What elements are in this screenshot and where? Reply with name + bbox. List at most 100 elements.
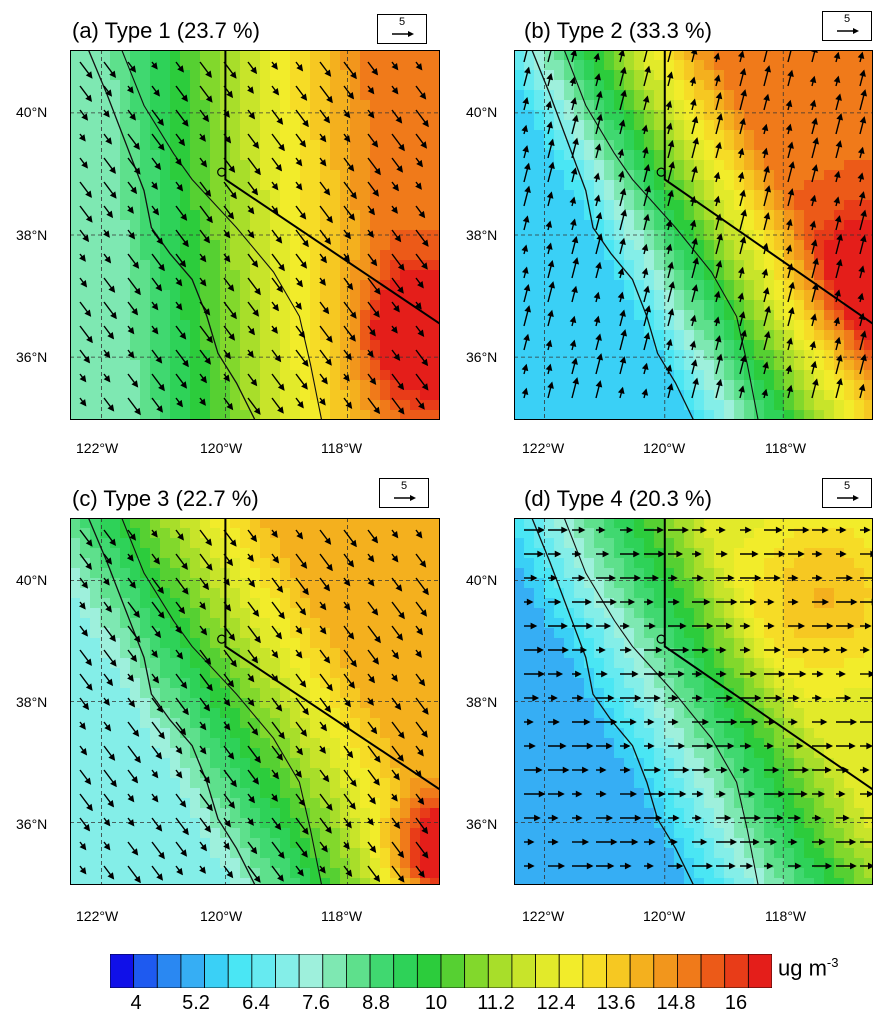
lat-label-40n-top-right: 40°N <box>466 104 498 120</box>
colorbar-swatch <box>487 954 513 988</box>
reference-vector-label: 5 <box>398 16 406 28</box>
wind-vectors <box>78 529 429 884</box>
colorbar-swatch <box>251 954 276 988</box>
colorbar-tick-label: 8.8 <box>362 992 390 1014</box>
lake-tahoe <box>656 634 666 644</box>
state-border <box>224 518 440 791</box>
coastline <box>531 50 695 420</box>
state-border <box>224 50 440 325</box>
colorbar-swatch <box>227 954 253 988</box>
state-outline <box>563 518 759 885</box>
colorbar-swatch <box>369 954 395 988</box>
colorbar-swatch <box>747 954 772 988</box>
colorbar-swatch <box>511 954 536 988</box>
lon-label-120w-bottom-right: 120°W <box>643 908 686 924</box>
lon-label-120w-top-right: 120°W <box>643 440 686 456</box>
colorbar-swatch <box>558 954 584 988</box>
colorbar-unit-label: ug m-3 <box>778 955 839 981</box>
wind-vectors <box>524 526 873 870</box>
lake-tahoe <box>217 634 227 644</box>
lat-label-36n-bottom-right: 36°N <box>466 816 498 832</box>
colorbar-swatch <box>416 954 442 988</box>
reference-vector-label: 5 <box>843 480 851 492</box>
colorbar-swatch <box>275 954 300 988</box>
reference-vector-box-b: 5 <box>822 11 872 41</box>
colorbar-tick-label: 16 <box>724 992 748 1014</box>
lon-label-118w-bottom-right: 118°W <box>765 908 807 924</box>
colorbar-swatch <box>629 954 655 988</box>
lon-label-122w-bottom-left: 122°W <box>76 908 119 924</box>
lat-label-38n-bottom-right: 38°N <box>466 694 498 710</box>
wind-vectors <box>521 50 868 399</box>
colorbar-swatch <box>204 954 229 988</box>
colorbar-swatch <box>322 954 347 988</box>
colorbar-swatch <box>464 954 489 988</box>
lon-label-122w-top-left: 122°W <box>76 440 119 456</box>
map-frame <box>70 50 440 420</box>
colorbar-tick-label: 14.8 <box>656 992 696 1014</box>
colorbar-swatch <box>724 954 749 988</box>
state-outline <box>121 518 323 885</box>
colorbar-tick-label: 4 <box>130 992 142 1014</box>
colorbar-tick-label: 12.4 <box>536 992 576 1014</box>
colorbar <box>110 954 772 988</box>
colorbar-swatch <box>582 954 607 988</box>
colorbar-tick-label: 13.6 <box>596 992 636 1014</box>
colorbar-swatch <box>110 954 135 988</box>
colorbar-tick-label: 11.2 <box>477 992 515 1014</box>
state-border <box>663 518 873 791</box>
lat-label-36n-top-right: 36°N <box>466 349 498 365</box>
reference-vector-box-a: 5 <box>377 14 427 44</box>
reference-vector-label: 5 <box>843 13 851 25</box>
colorbar-swatch <box>346 954 371 988</box>
colorbar-swatch <box>535 954 560 988</box>
lat-label-36n-bottom-left: 36°N <box>16 816 48 832</box>
colorbar-tick-label: 6.4 <box>242 992 270 1014</box>
reference-vector-box-d: 5 <box>822 478 872 508</box>
concentration-map-b <box>514 50 873 420</box>
colorbar-swatch <box>653 954 678 988</box>
graticule <box>514 518 873 885</box>
concentration-map-c <box>70 518 440 885</box>
colorbar-swatch <box>180 954 205 988</box>
state-border <box>663 50 873 325</box>
lat-label-38n-bottom-left: 38°N <box>16 694 48 710</box>
panel-title-b: (b) Type 2 (33.3 %) <box>524 18 712 43</box>
lon-label-122w-bottom-right: 122°W <box>522 908 565 924</box>
coastline <box>87 518 256 885</box>
lake-tahoe <box>656 167 666 177</box>
lon-label-120w-top-left: 120°W <box>200 440 243 456</box>
colorbar-swatch <box>677 954 702 988</box>
lon-label-118w-top-right: 118°W <box>765 440 807 456</box>
lat-label-38n-top-left: 38°N <box>16 227 48 243</box>
map-frame <box>70 518 440 885</box>
colorbar-swatch <box>606 954 631 988</box>
colorbar-swatch <box>393 954 418 988</box>
panel-title-d: (d) Type 4 (20.3 %) <box>524 486 712 511</box>
coastline <box>87 50 256 420</box>
lat-label-40n-top-left: 40°N <box>16 104 48 120</box>
colorbar-tick-label: 10 <box>424 992 448 1014</box>
lat-label-38n-top-right: 38°N <box>466 227 498 243</box>
lat-label-40n-bottom-right: 40°N <box>466 572 498 588</box>
state-outline <box>563 50 759 420</box>
panel-title-c: (c) Type 3 (22.7 %) <box>72 486 259 511</box>
colorbar-swatch <box>298 954 324 988</box>
panel-title-a: (a) Type 1 (23.7 %) <box>72 18 260 43</box>
lon-label-118w-top-left: 118°W <box>321 440 363 456</box>
lake-tahoe <box>217 167 227 177</box>
concentration-map-d <box>514 518 873 885</box>
concentration-field <box>514 518 873 885</box>
concentration-map-a <box>70 50 440 420</box>
lat-label-40n-bottom-left: 40°N <box>16 572 48 588</box>
colorbar-tick-label: 5.2 <box>182 992 210 1014</box>
lon-label-122w-top-right: 122°W <box>522 440 565 456</box>
colorbar-swatch <box>440 954 466 988</box>
wind-vectors <box>78 61 429 416</box>
concentration-field <box>70 518 440 885</box>
reference-vector-box-c: 5 <box>379 478 429 508</box>
colorbar-swatch <box>700 954 726 988</box>
graticule <box>514 50 873 420</box>
colorbar-tick-label: 7.6 <box>302 992 330 1014</box>
lat-label-36n-top-left: 36°N <box>16 349 48 365</box>
